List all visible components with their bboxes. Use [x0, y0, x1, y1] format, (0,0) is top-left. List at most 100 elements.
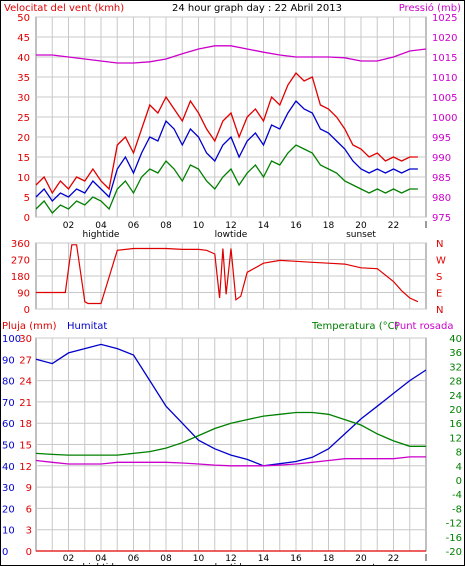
tide-marker-label: lowtide: [215, 230, 248, 240]
y-tick-label-right: 1010: [432, 73, 457, 84]
series-line: [35, 99, 418, 203]
y-tick-label-left: 180: [11, 272, 30, 283]
series-line: [36, 244, 419, 305]
y-tick-label-rain: 12: [19, 462, 32, 473]
y-tick-label-humidity: 90: [2, 355, 15, 366]
x-tick-label: l: [425, 554, 428, 564]
y-tick-label-temperature: -4: [452, 490, 462, 501]
pressure-axis-title: Pressió (mb): [399, 2, 461, 14]
y-tick-label-rain: 6: [26, 504, 32, 515]
x-tick-label: 10: [193, 221, 205, 231]
series-line: [35, 71, 418, 195]
y-tick-label-humidity: 20: [2, 504, 15, 515]
y-tick-label-temperature: 12: [449, 433, 462, 444]
wind-direction-panel: 360 N 270 W 180 S 90 E 0 N: [11, 239, 446, 316]
compass-label: S: [436, 272, 442, 283]
y-tick-label-temperature: 40: [449, 334, 462, 345]
y-tick-label-right: 990: [432, 153, 451, 164]
compass-label: N: [436, 305, 443, 316]
y-tick-label-temperature: 28: [449, 377, 462, 388]
x-tick-label: 20: [355, 554, 367, 564]
y-tick-label-humidity: 80: [2, 377, 15, 388]
y-tick-label-left: 5: [24, 193, 30, 204]
x-tick-label: l: [425, 221, 428, 231]
compass-label: E: [436, 289, 442, 300]
compass-label: N: [436, 239, 443, 250]
series-line: [36, 45, 427, 64]
x-tick-label: 04: [95, 221, 107, 231]
rain-humidity-temperature-panel: 0369121518212427300102030405060708090100…: [2, 334, 462, 566]
y-tick-label-temperature: -16: [446, 533, 462, 544]
series-line: [35, 456, 426, 467]
y-tick-label-left: 0: [24, 305, 30, 316]
y-tick-label-left: 30: [17, 93, 30, 104]
y-tick-label-temperature: 16: [449, 419, 462, 430]
tide-marker-label: hightide: [83, 563, 120, 566]
y-tick-label-rain: 27: [19, 355, 32, 366]
y-tick-label-left: 45: [17, 33, 30, 44]
x-tick-label: 06: [128, 221, 140, 231]
y-tick-label-rain: 0: [26, 547, 32, 558]
x-tick-label: 08: [160, 554, 172, 564]
series-line: [35, 411, 426, 456]
x-tick-label: 14: [258, 554, 270, 564]
wind-axis-title: Velocitat del vent (kmh): [4, 3, 124, 14]
y-tick-label-left: 270: [11, 256, 30, 267]
tide-marker-label: lowtide: [215, 563, 248, 566]
x-tick-label: 20: [355, 221, 367, 231]
y-tick-label-rain: 24: [19, 377, 32, 388]
y-tick-label-left: 0: [24, 213, 30, 224]
dewpoint-axis-title: Punt rosada: [394, 321, 453, 332]
y-tick-label-left: 90: [17, 289, 30, 300]
x-tick-label: 18: [323, 554, 335, 564]
y-tick-label-left: 20: [17, 133, 30, 144]
y-tick-label-temperature: 8: [456, 448, 462, 459]
series-line: [35, 343, 427, 467]
x-tick-label: 22: [388, 554, 399, 564]
x-tick-label: 06: [128, 554, 140, 564]
tide-marker-label: sunset: [346, 563, 376, 566]
y-tick-label-rain: 30: [19, 334, 32, 345]
y-tick-label-temperature: 32: [449, 362, 462, 373]
y-tick-label-humidity: 40: [2, 462, 15, 473]
y-tick-label-temperature: 20: [449, 405, 462, 416]
y-tick-label-left: 35: [17, 73, 30, 84]
y-tick-label-rain: 21: [19, 398, 32, 409]
y-tick-label-temperature: 0: [456, 476, 462, 487]
y-tick-label-temperature: -12: [446, 519, 462, 530]
x-tick-label: 22: [388, 221, 399, 231]
x-tick-label: 16: [290, 554, 302, 564]
x-tick-label: 02: [63, 221, 74, 231]
y-tick-label-right: 985: [432, 173, 451, 184]
y-tick-label-humidity: 50: [2, 441, 15, 452]
y-tick-label-humidity: 0: [2, 547, 8, 558]
tide-marker-label: hightide: [83, 230, 120, 240]
y-tick-label-temperature: 36: [449, 348, 462, 359]
y-tick-label-right: 1020: [432, 33, 457, 44]
y-tick-label-right: 1015: [432, 53, 457, 64]
y-tick-label-left: 40: [17, 53, 30, 64]
x-tick-label: 02: [63, 554, 74, 564]
y-tick-label-right: 1025: [432, 13, 457, 24]
wind-pressure-panel: 0510152025303540455097598098599099510001…: [17, 13, 457, 240]
temperature-axis-title: Temperatura (°C): [311, 321, 399, 332]
y-tick-label-left: 50: [17, 13, 30, 24]
y-tick-label-humidity: 100: [2, 334, 21, 345]
x-tick-label: 10: [193, 554, 205, 564]
y-tick-label-left: 360: [11, 239, 30, 250]
y-tick-label-temperature: -20: [446, 547, 462, 558]
y-tick-label-right: 980: [432, 193, 451, 204]
y-tick-label-humidity: 70: [2, 398, 15, 409]
y-tick-label-humidity: 60: [2, 419, 15, 430]
y-tick-label-right: 975: [432, 213, 451, 224]
x-tick-label: 12: [225, 221, 236, 231]
rain-axis-title: Pluja (mm): [2, 321, 57, 332]
y-tick-label-right: 1005: [432, 93, 457, 104]
x-tick-label: 08: [160, 221, 172, 231]
series-line: [35, 144, 418, 215]
compass-label: W: [436, 256, 446, 267]
y-tick-label-rain: 3: [26, 526, 32, 537]
y-tick-label-temperature: 4: [456, 462, 462, 473]
tide-marker-label: sunset: [346, 230, 376, 240]
